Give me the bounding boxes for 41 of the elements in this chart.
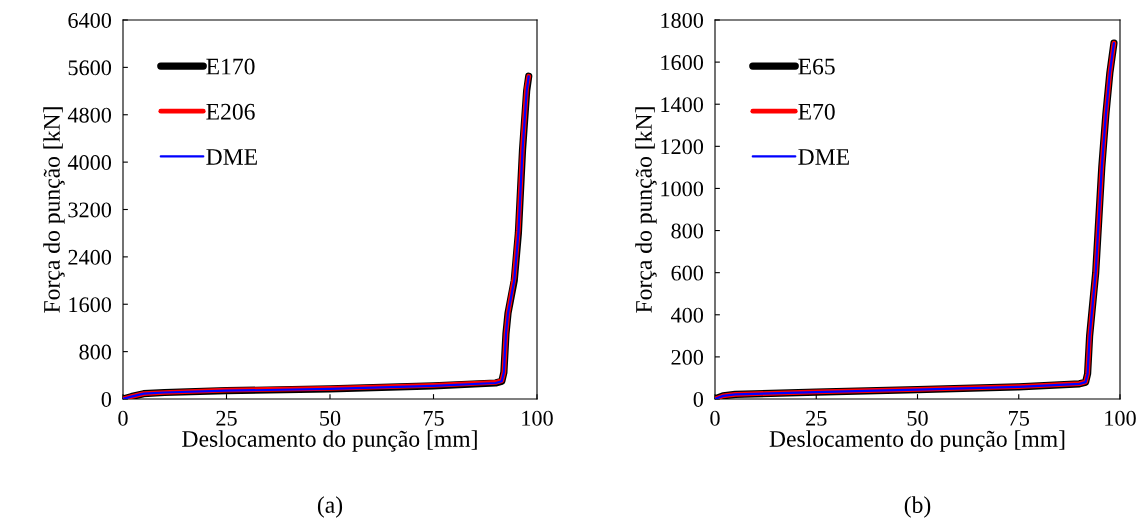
x-tick-label: 50 [320,410,341,426]
x-tick-label: 25 [806,410,827,426]
y-axis-title: Força do punção [kN] [635,107,657,313]
y-tick-label: 400 [670,307,704,323]
y-tick-label: 1400 [661,97,704,113]
y-tick-label: 1000 [661,181,704,197]
y-tick-label: 1600 [69,297,112,313]
y-tick-label: 600 [671,265,704,281]
legend-label: E170 [206,58,255,75]
y-tick-label: 1200 [661,139,704,155]
x-tick-label: 100 [1105,410,1136,426]
x-tick-label: 50 [907,410,928,426]
x-tick-label: 75 [1009,410,1029,426]
text: (b) [904,496,931,518]
legend-label: E65 [798,58,835,75]
y-tick-label: 1600 [661,55,704,71]
y-tick-label: 0 [693,391,704,407]
y-tick-label: 4000 [67,155,112,171]
y-tick-label: 3200 [68,202,112,218]
legend-label: DME [206,149,257,165]
y-tick-label: 0 [101,391,112,407]
x-axis-title: Deslocamento do punção [mm] [182,430,477,452]
y-axis-title: Força do punção [kN] [43,107,65,313]
x-axis-title: Deslocamento do punção [mm] [769,430,1065,452]
y-tick-label: 2400 [68,249,112,265]
legend-label: DME [798,149,849,165]
y-tick-label: 4800 [67,107,112,123]
x-tick-label: 0 [710,410,720,426]
legend-label: E70 [798,103,835,120]
x-tick-label: 100 [522,410,553,426]
y-tick-label: 6400 [68,12,112,28]
legend-label: E206 [206,103,255,120]
y-tick-label: 1800 [661,12,704,28]
y-tick-label: 800 [79,344,112,360]
x-tick-label: 0 [118,410,128,426]
y-tick-label: 800 [671,223,704,239]
y-tick-label: 200 [671,349,704,365]
text: (a) [317,496,343,518]
x-tick-label: 75 [423,410,444,426]
x-tick-label: 25 [216,410,237,426]
y-tick-label: 5600 [68,60,112,76]
